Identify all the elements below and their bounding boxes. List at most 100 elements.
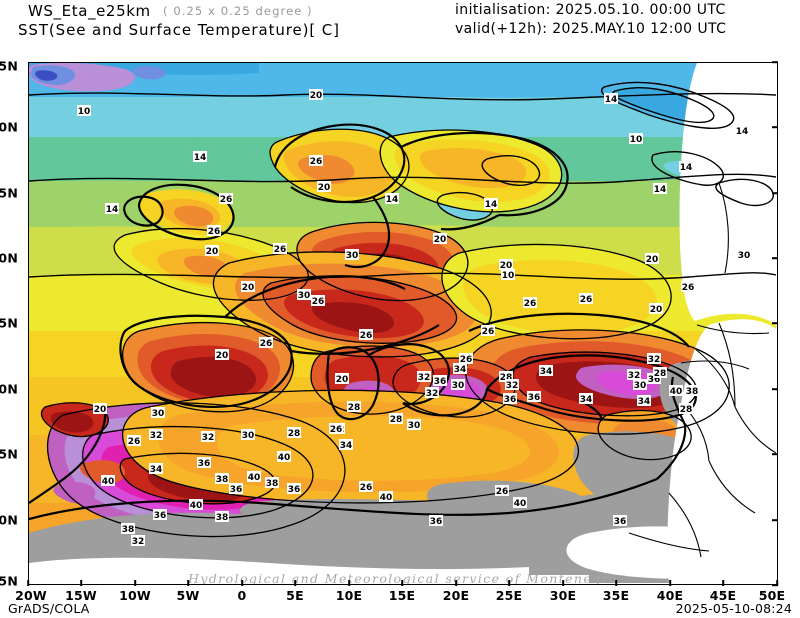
svg-text:14: 14 xyxy=(605,95,618,105)
x-tick xyxy=(669,580,671,586)
svg-text:14: 14 xyxy=(680,163,693,173)
y-tick xyxy=(772,519,778,521)
x-tick xyxy=(80,580,82,586)
sst-heatmap: 10 14 20 14 10 14 14 14 14 10 14 26 26 2… xyxy=(29,63,776,583)
x-axis-label: 0 xyxy=(237,588,247,603)
svg-text:34: 34 xyxy=(638,397,651,407)
y-axis-label: 40N xyxy=(0,381,18,397)
svg-text:28: 28 xyxy=(654,369,667,379)
svg-text:26: 26 xyxy=(260,339,273,349)
svg-text:26: 26 xyxy=(360,331,373,341)
svg-text:40: 40 xyxy=(278,453,291,463)
x-axis-label: 20W xyxy=(15,588,47,603)
svg-text:32: 32 xyxy=(628,371,641,381)
svg-text:38: 38 xyxy=(266,479,279,489)
svg-text:26: 26 xyxy=(208,227,221,237)
x-tick xyxy=(508,580,510,586)
x-tick xyxy=(562,580,564,586)
svg-text:28: 28 xyxy=(288,429,301,439)
svg-text:38: 38 xyxy=(216,475,229,485)
y-tick xyxy=(772,257,778,259)
svg-text:10: 10 xyxy=(630,135,643,145)
svg-text:36: 36 xyxy=(528,393,541,403)
svg-text:32: 32 xyxy=(132,537,145,547)
model-resolution: ( 0.25 x 0.25 degree ) xyxy=(163,4,313,18)
y-tick xyxy=(772,126,778,128)
x-axis-label: 15W xyxy=(65,588,97,603)
svg-text:34: 34 xyxy=(540,367,553,377)
y-axis-label: 60N xyxy=(0,119,18,135)
svg-text:32: 32 xyxy=(150,431,163,441)
valid-time: valid(+12h): 2025.MAY.10 12:00 UTC xyxy=(455,21,727,37)
svg-text:36: 36 xyxy=(154,511,167,521)
x-tick xyxy=(187,580,189,586)
svg-text:20: 20 xyxy=(500,261,513,271)
x-axis-label: 50E xyxy=(758,588,786,603)
y-tick xyxy=(772,61,778,63)
y-tick xyxy=(772,388,778,390)
generated-timestamp: 2025-05-10-08:24 xyxy=(675,601,792,616)
x-tick xyxy=(776,580,778,586)
svg-text:30: 30 xyxy=(408,421,421,431)
x-tick xyxy=(455,580,457,586)
svg-text:26: 26 xyxy=(682,283,695,293)
x-axis-label: 10E xyxy=(335,588,363,603)
svg-text:26: 26 xyxy=(460,355,473,365)
svg-text:36: 36 xyxy=(434,377,447,387)
svg-text:30: 30 xyxy=(738,251,751,261)
svg-text:34: 34 xyxy=(340,441,353,451)
y-axis-label: 25N xyxy=(0,573,18,589)
x-axis-label: 35E xyxy=(602,588,630,603)
variable-title: SST(See and Surface Temperature)[ C] xyxy=(18,21,340,39)
svg-text:26: 26 xyxy=(312,297,325,307)
svg-text:26: 26 xyxy=(360,483,373,493)
y-tick xyxy=(772,192,778,194)
svg-text:38: 38 xyxy=(686,387,699,397)
x-tick xyxy=(241,580,243,586)
svg-text:14: 14 xyxy=(106,205,119,215)
svg-text:26: 26 xyxy=(524,299,537,309)
producer-credit: GrADS/COLA xyxy=(8,601,90,616)
y-tick xyxy=(772,584,778,586)
x-axis-label: 10W xyxy=(119,588,151,603)
x-axis-label: 5E xyxy=(286,588,304,603)
svg-text:30: 30 xyxy=(346,251,359,261)
x-tick xyxy=(401,580,403,586)
svg-text:36: 36 xyxy=(648,375,661,385)
x-tick xyxy=(615,580,617,586)
svg-text:36: 36 xyxy=(198,459,211,469)
svg-text:34: 34 xyxy=(580,395,593,405)
svg-text:26: 26 xyxy=(128,437,141,447)
y-tick xyxy=(772,322,778,324)
svg-text:20: 20 xyxy=(650,305,663,315)
chart-header: WS_Eta_e25km ( 0.25 x 0.25 degree ) SST(… xyxy=(0,0,800,48)
svg-text:36: 36 xyxy=(430,517,443,527)
svg-text:20: 20 xyxy=(434,235,447,245)
x-tick xyxy=(134,580,136,586)
svg-text:20: 20 xyxy=(206,247,219,257)
svg-text:14: 14 xyxy=(485,200,498,210)
svg-text:20: 20 xyxy=(94,405,107,415)
svg-text:40: 40 xyxy=(514,499,527,509)
svg-text:20: 20 xyxy=(318,183,331,193)
svg-text:40: 40 xyxy=(248,473,261,483)
svg-text:14: 14 xyxy=(736,127,749,137)
svg-text:10: 10 xyxy=(78,107,91,117)
svg-text:30: 30 xyxy=(452,381,465,391)
y-axis-label: 45N xyxy=(0,315,18,331)
y-axis-label: 35N xyxy=(0,446,18,462)
y-axis-label: 65N xyxy=(0,58,18,74)
svg-text:20: 20 xyxy=(336,375,349,385)
map-plot-area: 10 14 20 14 10 14 14 14 14 10 14 26 26 2… xyxy=(28,62,778,585)
y-axis-label: 30N xyxy=(0,512,18,528)
svg-text:26: 26 xyxy=(330,425,343,435)
svg-text:38: 38 xyxy=(122,525,135,535)
svg-text:28: 28 xyxy=(680,405,693,415)
svg-text:36: 36 xyxy=(614,517,627,527)
svg-text:14: 14 xyxy=(654,185,667,195)
svg-text:28: 28 xyxy=(390,415,403,425)
svg-text:32: 32 xyxy=(506,381,519,391)
svg-text:14: 14 xyxy=(194,153,207,163)
svg-text:20: 20 xyxy=(310,91,323,101)
y-axis-label: 55N xyxy=(0,185,18,201)
